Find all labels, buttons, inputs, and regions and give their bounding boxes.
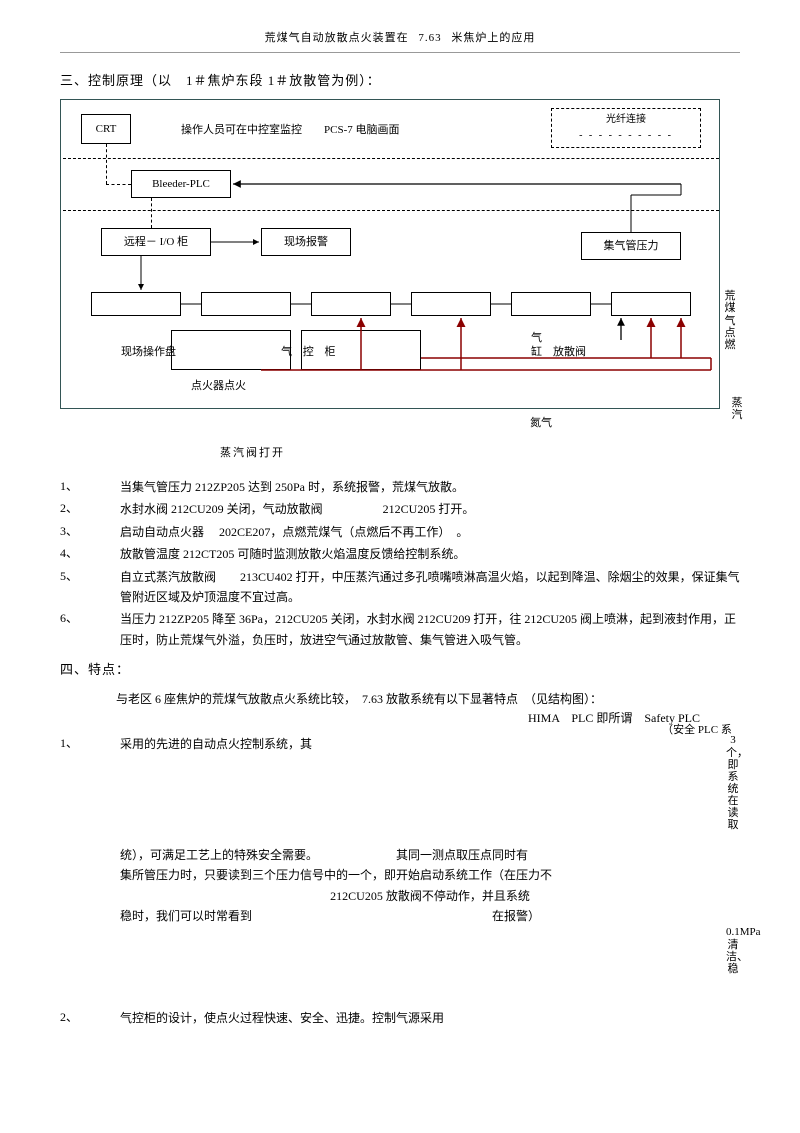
section-3-title: 三、控制原理（以 1＃焦炉东段 1＃放散管为例）：	[60, 71, 740, 92]
row-box-4	[411, 292, 491, 316]
remote-io-box: 远程－ I/O 柜	[101, 228, 211, 256]
sec4-p1a: 采用的先进的自动点火控制系统，其	[120, 737, 312, 751]
header-num: 7.63	[418, 32, 441, 44]
lower-box-1	[171, 330, 291, 370]
header-right: 米焦炉上的应用	[451, 32, 535, 44]
sec4-p1b: 统），可满足工艺上的特殊安全需要。 其同一测点取压点同时有	[120, 845, 740, 865]
sec4-p2: 气控柜的设计，使点火过程快速、安全、迅捷。控制气源采用	[120, 1008, 740, 1028]
item-text: 当集气管压力 212ZP205 达到 250Pa 时，系统报警，荒煤气放散。	[120, 477, 740, 497]
row-box-3	[311, 292, 391, 316]
monitor-label: 操作人员可在中控室监控 PCS-7 电脑画面	[181, 122, 399, 140]
nitrogen-label: 氮气	[530, 415, 552, 433]
item-num: 1、	[60, 477, 120, 497]
sec4-intro-1: 与老区 6 座焦炉的荒煤气放散点火系统比较， 7.63 放散系统有以下显著特点 …	[116, 689, 740, 709]
right-text-1: 荒煤气点燃	[723, 290, 737, 350]
sec4-right-1: （安全 PLC 系	[728, 724, 742, 736]
sec4-p1c: 集所管压力时，只要读到三个压力信号中的一个，即开始启动系统工作（在压力不	[120, 865, 740, 885]
page-header: 荒煤气自动放散点火装置在 7.63 米焦炉上的应用	[60, 30, 740, 53]
control-diagram: CRT 操作人员可在中控室监控 PCS-7 电脑画面 光纤连接 - - - - …	[60, 99, 720, 409]
row-box-6	[611, 292, 691, 316]
row-box-1	[91, 292, 181, 316]
sec4-p1d: 212CU205 放散阀不停动作，并且系统	[120, 886, 740, 906]
steam-valve-label: 蒸汽阀打开	[220, 445, 740, 463]
bleeder-box: Bleeder-PLC	[131, 170, 231, 198]
crt-box: CRT	[81, 114, 131, 144]
row-box-5	[511, 292, 591, 316]
sec4-intro-2: HIMA PLC 即所谓 Safety PLC	[60, 709, 740, 728]
header-left: 荒煤气自动放散点火装置在	[265, 32, 409, 44]
igniter-label: 点火器点火	[191, 378, 246, 396]
alarm-box: 现场报警	[261, 228, 351, 256]
section-3-list: 1、当集气管压力 212ZP205 达到 250Pa 时，系统报警，荒煤气放散。…	[60, 477, 740, 650]
valve-label: 缸 放散阀	[531, 344, 586, 362]
steam-label: 蒸汽	[730, 397, 744, 421]
cabinet-label: 气 控 柜	[281, 344, 340, 362]
section-4-title: 四、特点：	[60, 660, 740, 681]
panel-label: 现场操作盘	[121, 344, 176, 362]
row-box-2	[201, 292, 291, 316]
sec4-v2: 0.1MPa清洁、稳	[726, 926, 740, 974]
sec4-p1e: 稳时，我们可以时常看到 在报警）	[120, 906, 740, 926]
fiber-box: 光纤连接 - - - - - - - - - -	[551, 108, 701, 148]
pressure-box: 集气管压力	[581, 232, 681, 260]
sec4-v1: 3个，即系统在读取	[726, 734, 740, 831]
